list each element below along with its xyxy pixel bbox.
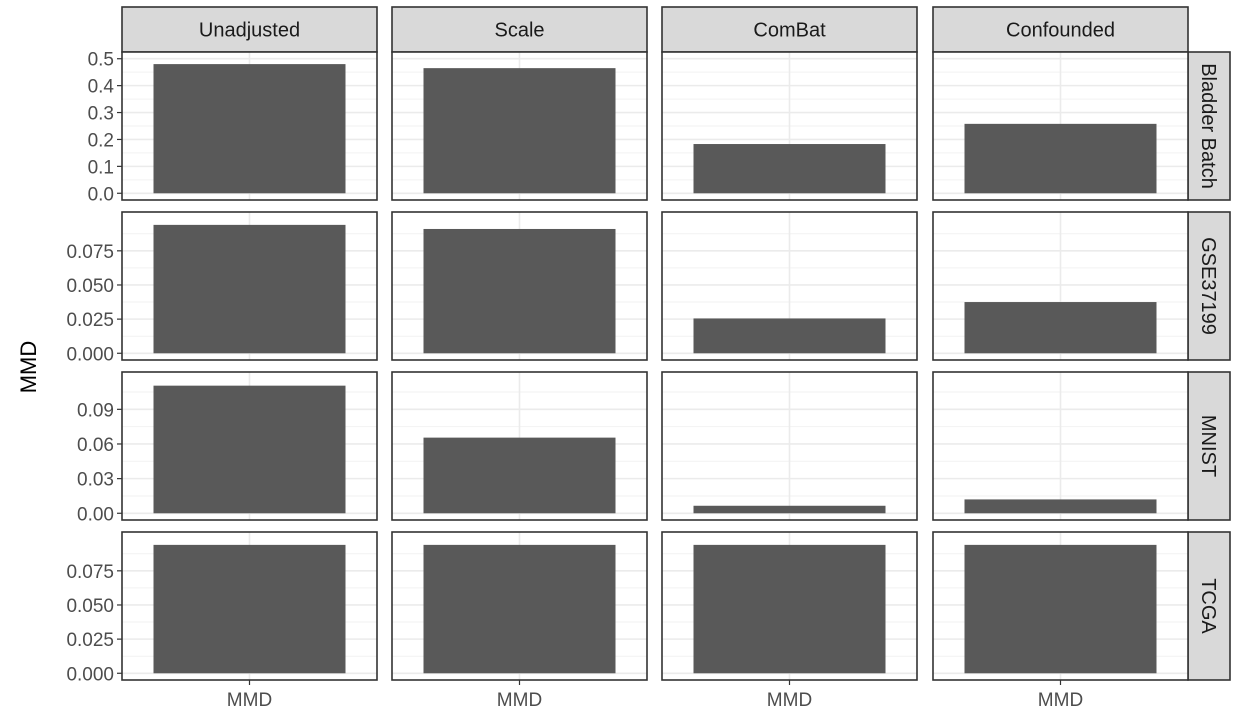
panel-border bbox=[661, 371, 918, 521]
y-tick-label: 0.2 bbox=[88, 130, 114, 151]
row-strip-label: MNIST bbox=[1197, 415, 1219, 477]
panel-border bbox=[121, 51, 378, 201]
y-tick-label: 0.06 bbox=[77, 435, 114, 456]
y-tick-label: 0.1 bbox=[88, 157, 114, 178]
x-tick-label: MMD bbox=[1038, 690, 1083, 711]
y-tick-label: 0.00 bbox=[77, 504, 114, 525]
column-strip bbox=[661, 6, 918, 53]
y-tick-label: 0.0 bbox=[88, 184, 114, 205]
x-tick-label: MMD bbox=[767, 690, 812, 711]
bar bbox=[693, 505, 886, 514]
y-tick-label: 0.03 bbox=[77, 470, 114, 491]
bar bbox=[423, 544, 616, 674]
y-tick-label: 0.000 bbox=[66, 664, 114, 685]
bar bbox=[693, 544, 886, 674]
column-strip bbox=[391, 6, 648, 53]
column-strip-label: Unadjusted bbox=[199, 20, 300, 42]
row-strip bbox=[1187, 371, 1231, 521]
bar bbox=[964, 544, 1157, 674]
y-tick-label: 0.025 bbox=[66, 630, 114, 651]
bar bbox=[153, 385, 346, 514]
y-tick-label: 0.5 bbox=[88, 50, 114, 71]
y-tick-label: 0.025 bbox=[66, 310, 114, 331]
y-tick-label: 0.4 bbox=[88, 77, 115, 98]
row-strip-label: TCGA bbox=[1197, 578, 1219, 634]
panel-border bbox=[661, 51, 918, 201]
bar bbox=[423, 437, 616, 514]
panel-border bbox=[121, 371, 378, 521]
row-strip bbox=[1187, 51, 1231, 201]
y-tick-label: 0.075 bbox=[66, 242, 114, 263]
panel-border bbox=[932, 51, 1189, 201]
bar bbox=[693, 318, 886, 354]
panel-border bbox=[391, 51, 648, 201]
y-tick-label: 0.000 bbox=[66, 344, 114, 365]
row-strip-label: GSE37199 bbox=[1197, 237, 1219, 335]
panel-border bbox=[121, 211, 378, 361]
bar bbox=[964, 499, 1157, 514]
panel-border bbox=[932, 211, 1189, 361]
y-tick-label: 0.09 bbox=[77, 400, 114, 421]
bar bbox=[153, 64, 346, 194]
panel-border bbox=[391, 371, 648, 521]
panel-border bbox=[661, 211, 918, 361]
x-tick-label: MMD bbox=[227, 690, 272, 711]
column-strip-label: Confounded bbox=[1006, 20, 1115, 42]
column-strip bbox=[121, 6, 378, 53]
bar bbox=[964, 302, 1157, 354]
column-strip-label: Scale bbox=[494, 20, 544, 42]
row-strip-label: Bladder Batch bbox=[1197, 63, 1219, 189]
bar bbox=[423, 68, 616, 194]
bar bbox=[153, 544, 346, 674]
y-tick-label: 0.075 bbox=[66, 562, 114, 583]
bar bbox=[153, 224, 346, 354]
column-strip-label: ComBat bbox=[753, 20, 826, 42]
bar bbox=[693, 144, 886, 194]
column-strip bbox=[932, 6, 1189, 53]
bar bbox=[423, 228, 616, 354]
bar bbox=[964, 123, 1157, 194]
panel-border bbox=[932, 371, 1189, 521]
x-tick-label: MMD bbox=[497, 690, 542, 711]
y-tick-label: 0.050 bbox=[66, 276, 114, 297]
y-axis-title: MMD bbox=[16, 341, 41, 394]
y-tick-label: 0.3 bbox=[88, 104, 114, 125]
row-strip bbox=[1187, 531, 1231, 681]
y-tick-label: 0.050 bbox=[66, 596, 114, 617]
panel-border bbox=[391, 211, 648, 361]
